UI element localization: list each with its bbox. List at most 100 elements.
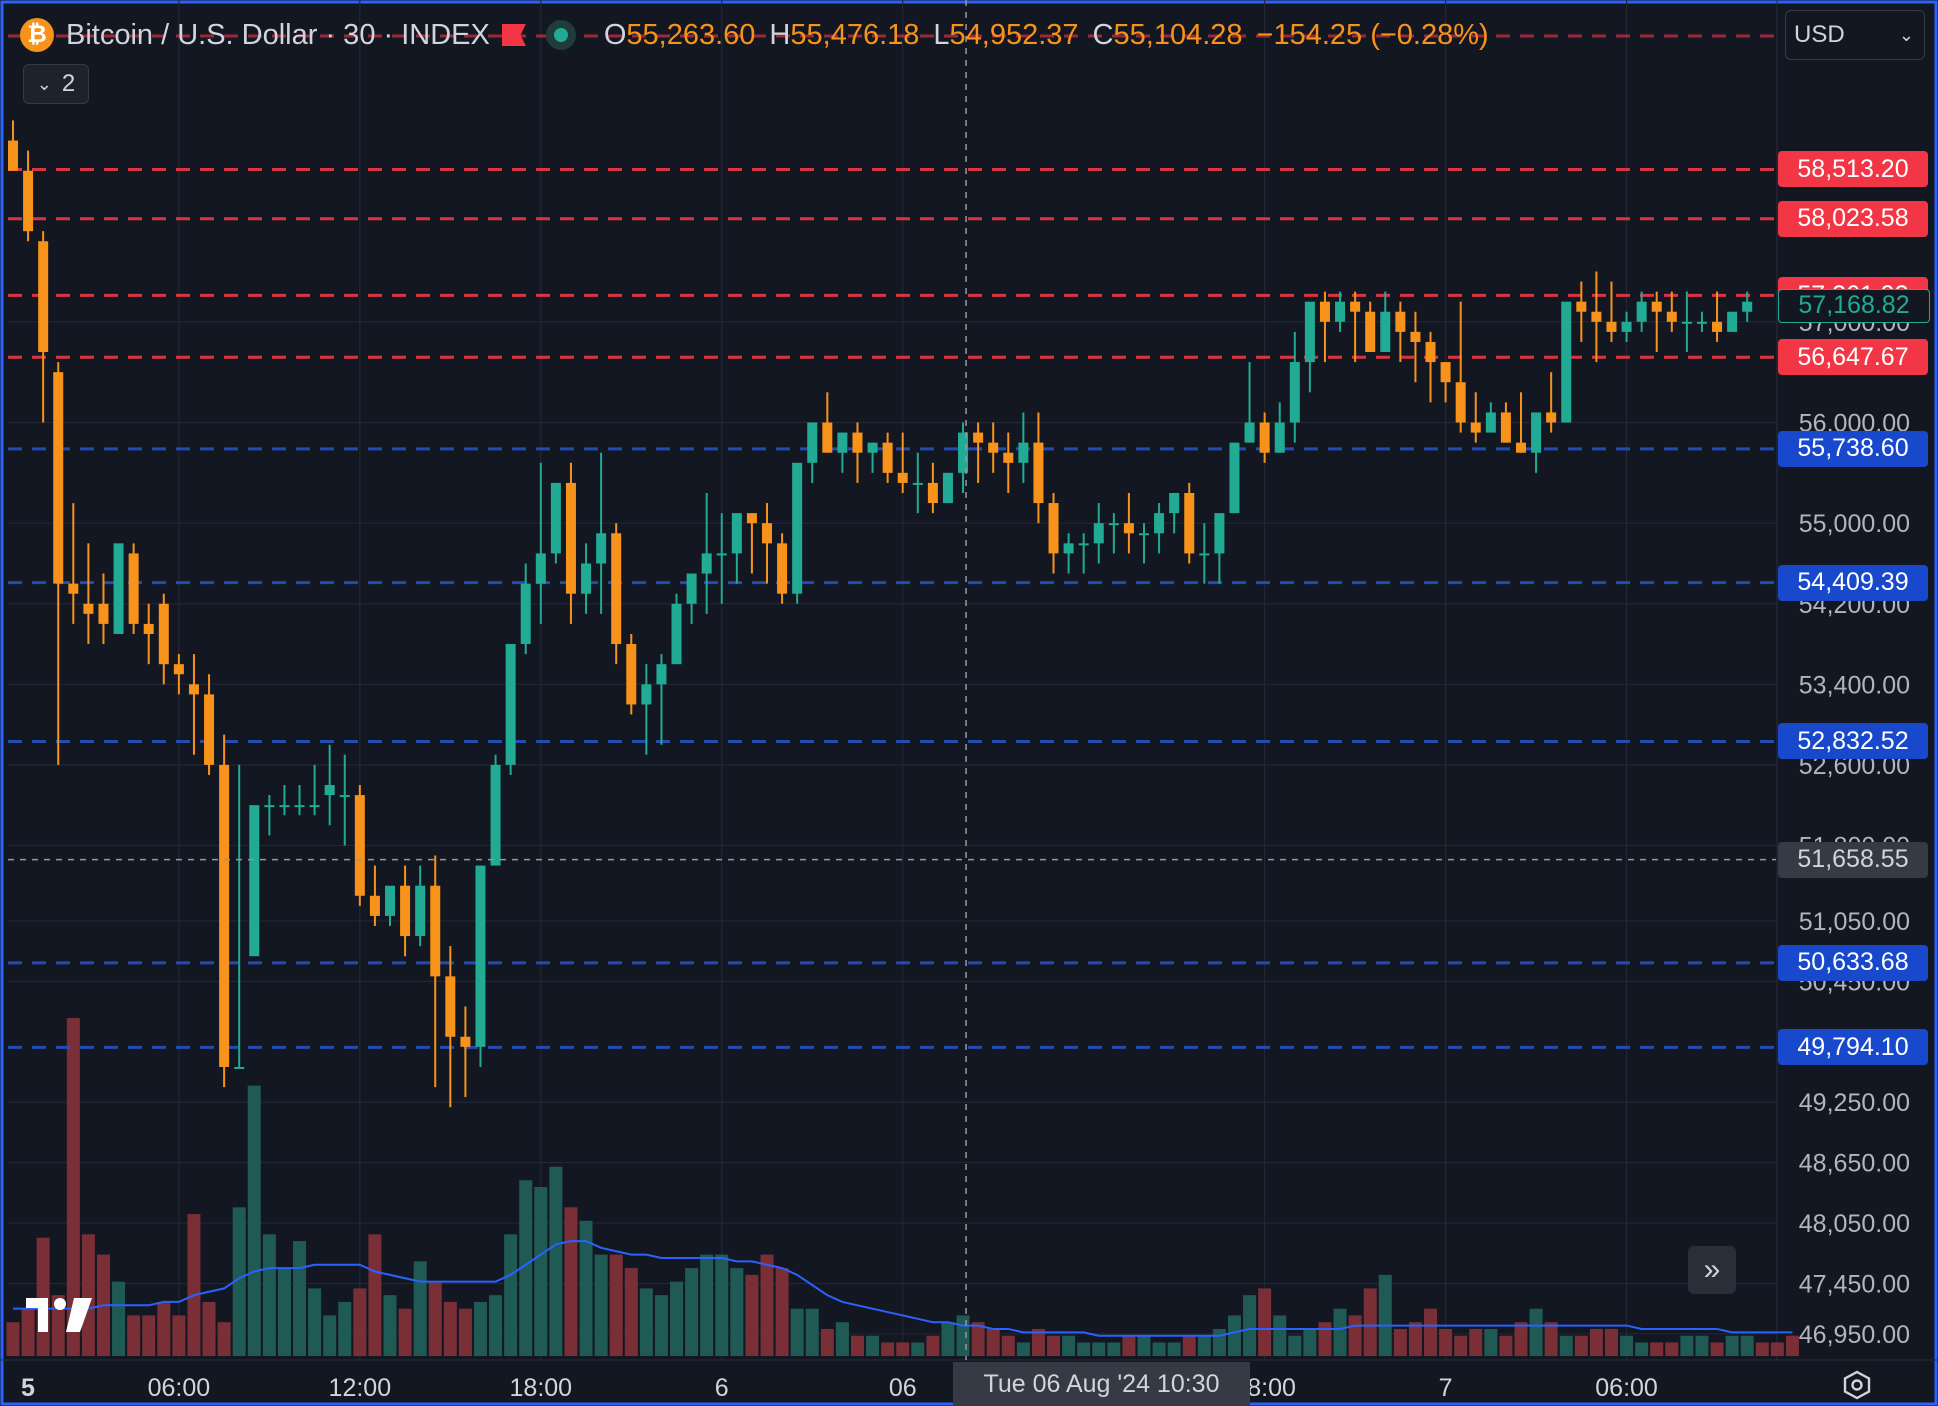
volume-bar bbox=[790, 1308, 804, 1356]
volume-bar bbox=[51, 1295, 65, 1356]
y-tick-label: 48,650.00 bbox=[1799, 1150, 1910, 1178]
volume-bar bbox=[1363, 1288, 1377, 1356]
volume-bar bbox=[1484, 1328, 1498, 1356]
candle-body bbox=[520, 583, 531, 645]
y-tick-label: 48,050.00 bbox=[1799, 1210, 1910, 1238]
volume-bar bbox=[202, 1301, 216, 1356]
x-tick-label: 06:00 bbox=[1595, 1374, 1658, 1402]
candle-body bbox=[611, 533, 622, 645]
volume-bar bbox=[1107, 1342, 1121, 1356]
candle-body bbox=[339, 795, 350, 798]
volume-bar bbox=[549, 1166, 563, 1356]
candle-body bbox=[369, 895, 380, 916]
volume-bar bbox=[1137, 1335, 1151, 1356]
volume-bar bbox=[564, 1207, 578, 1356]
level-price-label: 58,513.20 bbox=[1778, 151, 1928, 188]
volume-bar bbox=[247, 1085, 261, 1356]
volume-bar bbox=[338, 1301, 352, 1356]
candle-body bbox=[1712, 321, 1723, 332]
volume-bar bbox=[66, 1018, 80, 1356]
candle-body bbox=[1093, 523, 1104, 544]
indicators-collapse-button[interactable]: ⌄ 2 bbox=[23, 64, 89, 104]
volume-bar bbox=[1212, 1328, 1226, 1356]
candle-body bbox=[686, 573, 697, 604]
volume-bar bbox=[639, 1288, 653, 1356]
x-tick-label: 18:00 bbox=[510, 1374, 573, 1402]
volume-bar bbox=[112, 1281, 126, 1356]
candle-body bbox=[1591, 311, 1602, 322]
candle-body bbox=[1003, 452, 1014, 463]
x-tick-label: 06 bbox=[889, 1374, 917, 1402]
candle-body bbox=[1696, 321, 1707, 324]
tradingview-logo[interactable] bbox=[26, 1296, 94, 1334]
volume-bar bbox=[775, 1268, 789, 1356]
volume-bar bbox=[730, 1268, 744, 1356]
chevron-down-icon: ⌄ bbox=[1898, 24, 1914, 45]
volume-bar bbox=[383, 1295, 397, 1356]
volume-bar bbox=[1620, 1335, 1634, 1356]
volume-bar bbox=[1439, 1328, 1453, 1356]
volume-bar bbox=[1785, 1335, 1799, 1356]
open-key: O bbox=[603, 18, 627, 51]
volume-bar bbox=[157, 1301, 171, 1356]
candle-body bbox=[264, 805, 275, 808]
scroll-to-realtime-button[interactable]: » bbox=[1688, 1246, 1736, 1294]
candle-body bbox=[128, 553, 139, 624]
candle-body bbox=[988, 442, 999, 453]
candle-body bbox=[143, 623, 154, 634]
volume-bar bbox=[353, 1288, 367, 1356]
flag-icon[interactable] bbox=[501, 24, 526, 46]
volume-bar bbox=[850, 1335, 864, 1356]
candle-body bbox=[1395, 311, 1406, 332]
currency-label: USD bbox=[1794, 21, 1845, 48]
candle-body bbox=[550, 482, 561, 554]
candle-body bbox=[671, 603, 682, 665]
settings-hexagon-icon[interactable] bbox=[1842, 1370, 1872, 1400]
candle-body bbox=[716, 553, 727, 556]
candle-body bbox=[460, 1036, 471, 1047]
candle-body bbox=[23, 170, 34, 232]
volume-bar bbox=[262, 1234, 276, 1356]
open-value: 55,263.60 bbox=[626, 18, 756, 51]
candle-body bbox=[445, 976, 456, 1037]
candle-body bbox=[1289, 362, 1300, 423]
candle-body bbox=[762, 523, 772, 544]
currency-select[interactable]: USD ⌄ bbox=[1785, 10, 1925, 60]
candle-body bbox=[1531, 412, 1542, 453]
volume-bar bbox=[1031, 1328, 1045, 1356]
candle-body bbox=[1123, 523, 1134, 534]
volume-bar bbox=[760, 1254, 774, 1356]
candle-body bbox=[1199, 553, 1210, 556]
volume-bar bbox=[1770, 1342, 1784, 1356]
candle-body bbox=[38, 241, 49, 353]
low-value: 54,952.37 bbox=[949, 18, 1079, 51]
volume-bar bbox=[866, 1335, 880, 1356]
candle-body bbox=[354, 795, 365, 896]
volume-bar bbox=[398, 1308, 412, 1356]
market-status-icon[interactable] bbox=[545, 20, 576, 50]
volume-bar bbox=[986, 1328, 1000, 1356]
y-tick-label: 55,000.00 bbox=[1799, 510, 1910, 538]
volume-bar bbox=[1635, 1342, 1649, 1356]
symbol-title[interactable]: Bitcoin / U.S. Dollar · 30 · INDEX bbox=[66, 18, 490, 51]
candle-body bbox=[777, 543, 788, 594]
volume-bar bbox=[1454, 1335, 1468, 1356]
candle-body bbox=[641, 684, 652, 705]
candle-body bbox=[219, 764, 230, 1067]
candle-body bbox=[1666, 311, 1677, 322]
volume-bar bbox=[1258, 1288, 1272, 1356]
close-value: 55,104.28 bbox=[1113, 18, 1243, 51]
volume-bar bbox=[1604, 1328, 1618, 1356]
candle-body bbox=[1184, 492, 1195, 554]
candle-body bbox=[1304, 301, 1315, 363]
candle-body bbox=[1651, 301, 1662, 312]
candle-body bbox=[1485, 412, 1496, 433]
volume-bar bbox=[594, 1254, 608, 1356]
volume-bar bbox=[1077, 1342, 1091, 1356]
volume-bar bbox=[654, 1295, 668, 1356]
volume-bar bbox=[1589, 1328, 1603, 1356]
candle-body bbox=[822, 422, 833, 453]
